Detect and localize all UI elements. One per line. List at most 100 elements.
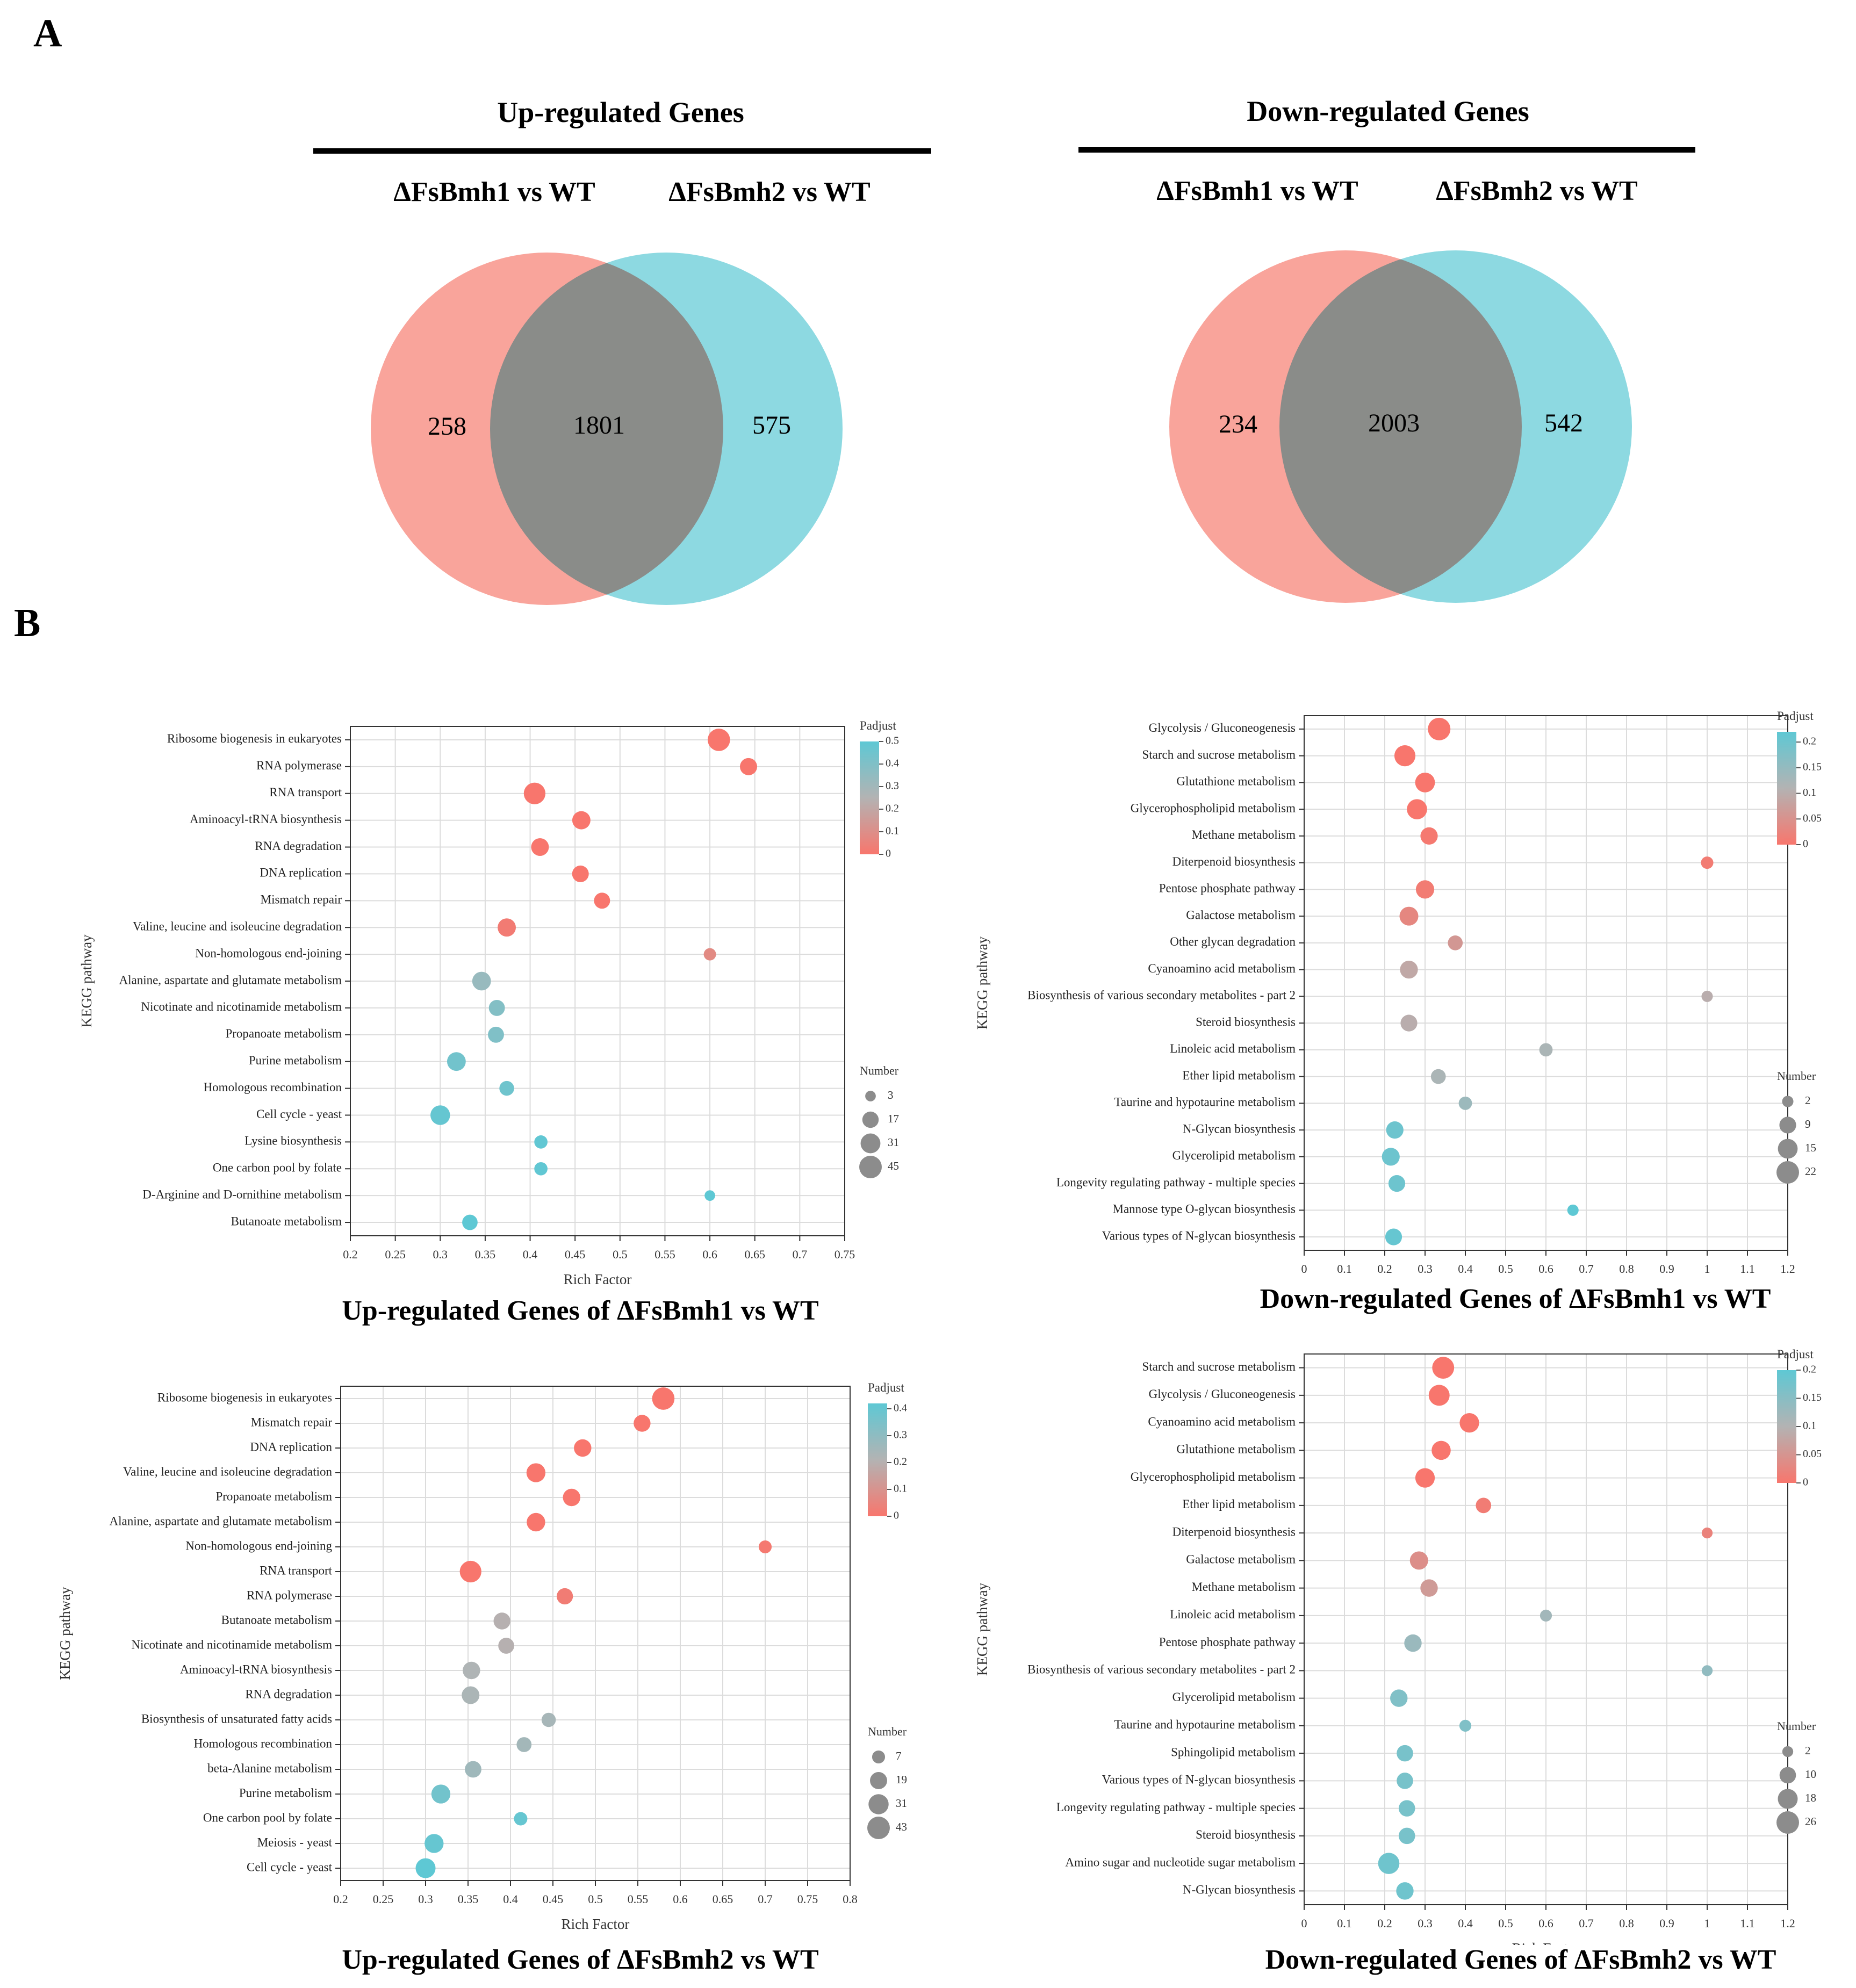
color-legend-label: 0.2 — [894, 1456, 907, 1468]
color-legend-bar — [860, 741, 879, 854]
y-tick-label: Cyanoamino acid metabolism — [1148, 962, 1296, 975]
y-tick-label: Ribosome biogenesis in eukaryotes — [157, 1391, 332, 1404]
y-tick-label: Biosynthesis of various secondary metabo… — [1027, 1663, 1296, 1676]
y-tick-label: Lysine biosynthesis — [244, 1134, 342, 1148]
y-tick-label: RNA degradation — [255, 839, 342, 853]
data-point — [425, 1834, 444, 1853]
x-axis-label: Rich Factor — [564, 1271, 632, 1284]
color-legend-label: 0.2 — [886, 803, 899, 815]
y-tick-label: Sphingolipid metabolism — [1171, 1745, 1296, 1759]
x-tick-label: 0.3 — [1418, 1262, 1433, 1276]
data-point — [1390, 1689, 1408, 1707]
y-tick-label: Galactose metabolism — [1186, 1553, 1296, 1566]
plot-frame — [1304, 1353, 1788, 1905]
data-point — [431, 1784, 451, 1804]
y-tick-label: DNA replication — [250, 1440, 332, 1453]
data-point — [1396, 1882, 1414, 1900]
color-legend-label: 0 — [1803, 838, 1808, 850]
size-legend-title: Number — [860, 1064, 899, 1077]
x-tick-label: 0.2 — [1377, 1917, 1392, 1930]
data-point — [462, 1686, 480, 1704]
data-point — [531, 838, 549, 856]
color-legend-bar — [868, 1403, 887, 1516]
x-tick-label: 0.9 — [1659, 1262, 1674, 1276]
size-legend-label: 43 — [896, 1820, 907, 1833]
venn-right-label: ΔFsBmh2 vs WT — [668, 177, 871, 207]
size-legend-label: 10 — [1805, 1768, 1816, 1781]
x-tick-label: 0.5 — [1498, 1262, 1513, 1276]
y-tick-label: Methane metabolism — [1191, 1580, 1296, 1594]
y-tick-label: Linoleic acid metabolism — [1170, 1608, 1296, 1621]
x-tick-label: 0.4 — [1458, 1262, 1473, 1276]
venn-diagram: 258 1801 575 — [371, 253, 843, 605]
x-tick-label: 0.7 — [758, 1892, 773, 1906]
size-legend-label: 2 — [1805, 1094, 1811, 1107]
y-tick-label: N-Glycan biosynthesis — [1183, 1122, 1296, 1135]
data-point — [1385, 1228, 1402, 1245]
x-tick-label: 1 — [1704, 1917, 1710, 1930]
x-tick-label: 0 — [1301, 1262, 1307, 1276]
y-tick-label: RNA transport — [269, 786, 342, 799]
chart-caption: Down-regulated Genes of ΔFsBmh2 vs WT — [1265, 1944, 1776, 1975]
data-point — [1701, 1665, 1713, 1676]
chart-caption: Down-regulated Genes of ΔFsBmh1 vs WT — [1260, 1284, 1771, 1314]
data-point — [526, 1463, 546, 1482]
x-tick-label: 0.2 — [343, 1248, 358, 1261]
size-legend-circle — [1782, 1096, 1794, 1107]
color-legend-label: 0.05 — [1803, 812, 1822, 824]
y-tick-label: Glycolysis / Gluconeogenesis — [1149, 721, 1296, 734]
data-point — [563, 1488, 580, 1507]
data-point — [1428, 1385, 1450, 1406]
x-tick-label: 0.1 — [1337, 1262, 1352, 1276]
y-tick-label: Glutathione metabolism — [1176, 775, 1296, 788]
color-legend-label: 0.3 — [894, 1429, 907, 1441]
y-tick-label: Cell cycle - yeast — [256, 1107, 342, 1121]
venn-right-count: 575 — [752, 411, 791, 440]
y-tick-label: Aminoacyl-tRNA biosynthesis — [190, 812, 342, 826]
x-tick-label: 1.2 — [1780, 1917, 1795, 1930]
y-tick-label: Galactose metabolism — [1186, 908, 1296, 921]
color-legend-label: 0.2 — [1803, 736, 1816, 747]
venn-right-circle — [1279, 250, 1632, 603]
x-tick-label: 0.35 — [475, 1248, 496, 1261]
y-tick-label: Alanine, aspartate and glutamate metabol… — [110, 1514, 333, 1528]
data-point — [1431, 1440, 1451, 1460]
y-tick-label: Glycerolipid metabolism — [1172, 1149, 1296, 1162]
y-tick-label: Diterpenoid biosynthesis — [1172, 855, 1296, 868]
data-point — [447, 1052, 466, 1071]
y-tick-label: Meiosis - yeast — [257, 1835, 333, 1849]
y-tick-label: Cell cycle - yeast — [247, 1860, 333, 1874]
data-point — [758, 1540, 772, 1554]
data-point — [534, 1135, 548, 1149]
y-tick-label: Non-homologous end-joining — [195, 946, 342, 960]
size-legend-label: 9 — [1805, 1118, 1811, 1130]
data-point — [1398, 1827, 1415, 1845]
venn-diagram: 234 2003 542 — [1169, 250, 1632, 603]
y-tick-label: Purine metabolism — [239, 1786, 332, 1799]
data-point — [1432, 1357, 1455, 1379]
x-tick-label: 0.25 — [373, 1892, 394, 1906]
data-point — [1415, 772, 1435, 793]
color-legend-label: 0 — [894, 1510, 899, 1522]
venn-title: Down-regulated Genes — [1247, 95, 1529, 127]
data-point — [1701, 990, 1713, 1002]
venn-left-count: 258 — [428, 412, 466, 441]
y-tick-label: Biosynthesis of unsaturated fatty acids — [141, 1712, 332, 1725]
color-legend-label: 0.15 — [1803, 1392, 1822, 1403]
x-axis-label: Rich Factor — [1512, 1940, 1580, 1945]
x-tick-label: 0.4 — [1458, 1917, 1473, 1930]
color-legend-label: 0.4 — [894, 1402, 907, 1414]
x-tick-label: 0.4 — [503, 1892, 518, 1906]
data-point — [514, 1812, 528, 1826]
venn-right-count: 542 — [1544, 409, 1583, 437]
data-point — [415, 1858, 436, 1878]
size-legend-circle — [865, 1091, 876, 1101]
data-point — [594, 892, 610, 909]
data-point — [499, 1081, 514, 1096]
data-point — [462, 1214, 478, 1230]
y-tick-label: Mismatch repair — [251, 1415, 333, 1429]
size-legend-circle — [868, 1794, 889, 1814]
venn-left-count: 234 — [1219, 410, 1257, 438]
venn-overlap-count: 2003 — [1368, 409, 1420, 437]
x-tick-label: 0.55 — [628, 1892, 649, 1906]
